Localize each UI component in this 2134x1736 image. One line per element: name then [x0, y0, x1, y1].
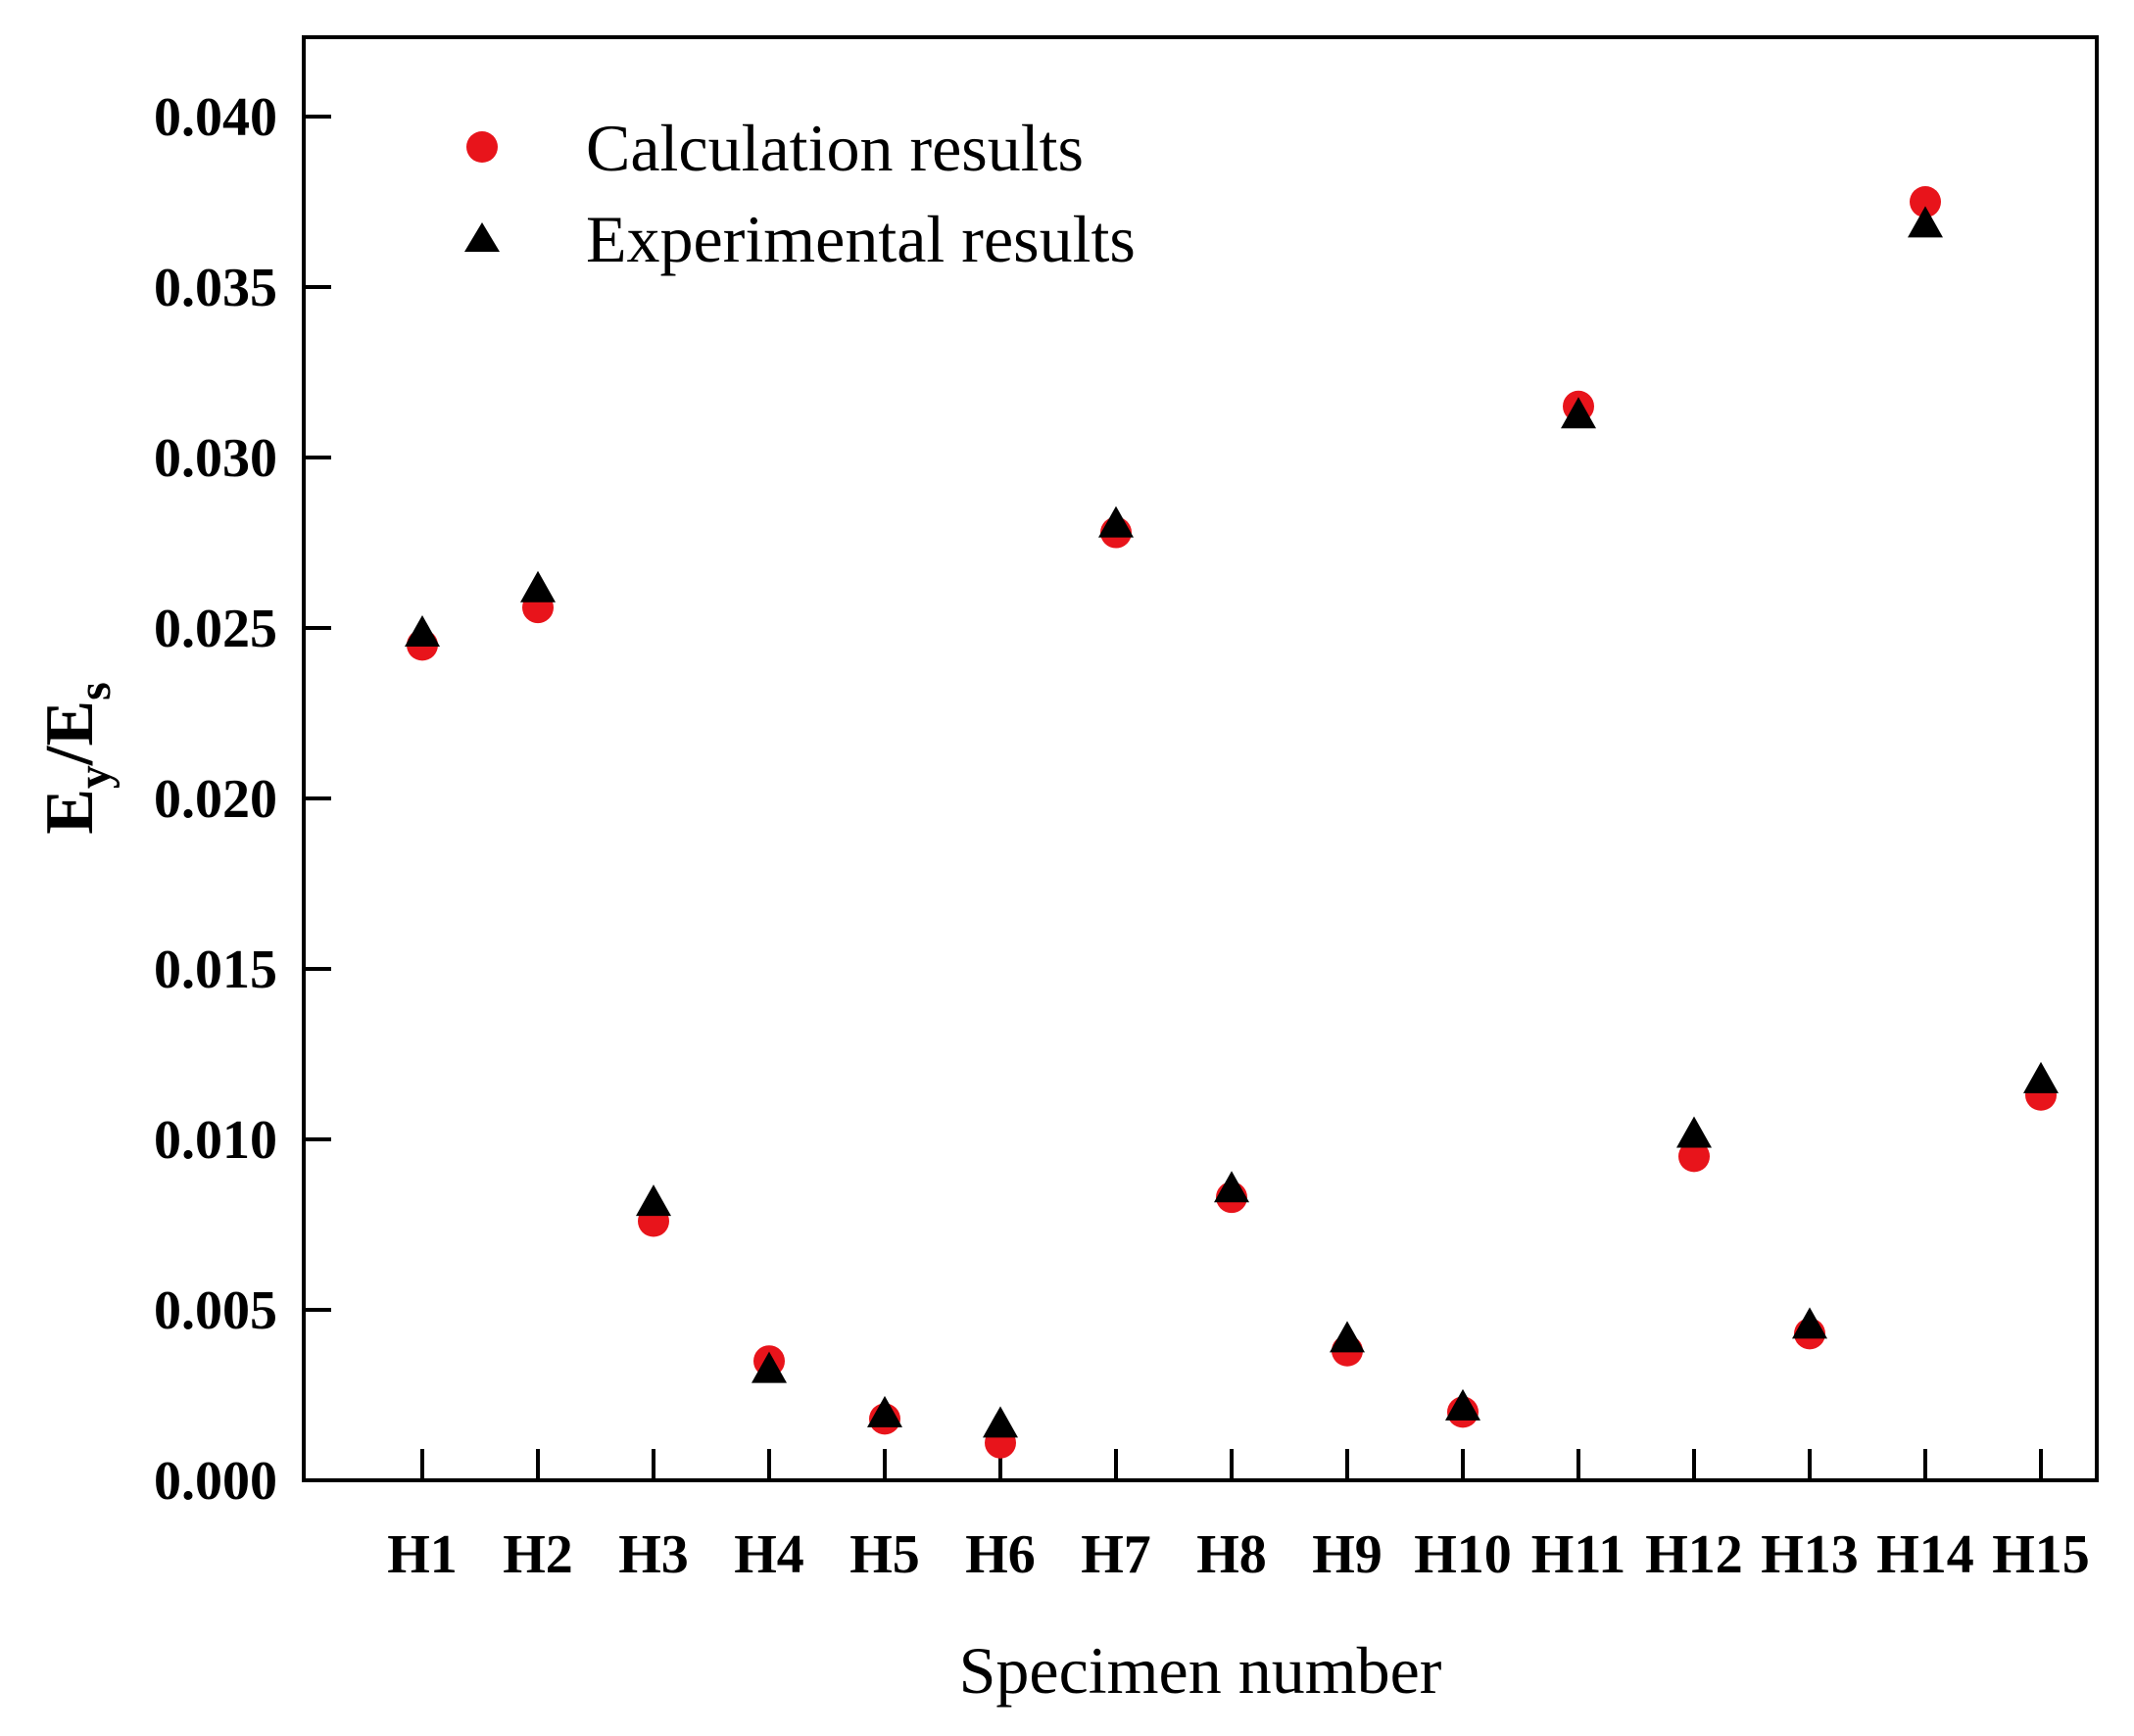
x-tick-label: H5	[849, 1524, 920, 1585]
x-tick-label: H8	[1196, 1524, 1267, 1585]
experimental-point	[1561, 397, 1596, 429]
y-axis-title: Ey/Es	[32, 682, 121, 835]
x-tick-label: H12	[1645, 1524, 1743, 1585]
y-tick-label: 0.010	[154, 1110, 277, 1171]
x-tick-label: H13	[1761, 1524, 1859, 1585]
y-axis: 0.000 0.005 0.010 0.015 0.020 0.025 0.030 0.035…	[154, 87, 331, 1512]
y-tick-label: 0.040	[154, 87, 277, 148]
x-tick-label: H11	[1531, 1524, 1625, 1585]
experimental-point	[2023, 1061, 2059, 1093]
x-tick-label: H2	[503, 1524, 573, 1585]
experimental-point	[1330, 1321, 1365, 1353]
experimental-point	[405, 614, 440, 647]
x-tick-label: H14	[1876, 1524, 1974, 1585]
experimental-point	[520, 570, 556, 603]
legend: Calculation results Experimental results	[464, 111, 1136, 276]
experimental-point	[1676, 1116, 1712, 1148]
y-axis-title-sub-y: y	[69, 765, 121, 789]
y-axis-title-e: E	[32, 789, 108, 835]
experimental-point	[1908, 206, 1943, 238]
x-tick-label: H10	[1414, 1524, 1512, 1585]
experimental-point	[1792, 1307, 1827, 1339]
y-tick-label: 0.000	[154, 1451, 277, 1512]
y-axis-title-sub-s: s	[69, 682, 121, 700]
plot-frame	[302, 35, 2099, 1482]
experimental-point	[1445, 1388, 1480, 1421]
legend-label-experimental: Experimental results	[586, 202, 1136, 276]
x-axis: H1 H2 H3 H4 H5 H6 H7 H8 H9 H10 H11 H12 H13 H14 H15	[387, 1449, 2090, 1585]
x-tick-label: H6	[965, 1524, 1036, 1585]
calculation-point	[1678, 1140, 1710, 1173]
x-tick-label: H9	[1312, 1524, 1382, 1585]
x-tick-label: H3	[618, 1524, 689, 1585]
x-tick-label: H4	[734, 1524, 804, 1585]
data-marks	[405, 186, 2059, 1459]
x-tick-label: H7	[1081, 1524, 1151, 1585]
experimental-point	[636, 1184, 671, 1217]
legend-label-calculation: Calculation results	[586, 111, 1084, 185]
y-tick-label: 0.035	[154, 258, 277, 318]
y-tick-label: 0.015	[154, 940, 277, 1000]
experimental-point	[1214, 1171, 1249, 1203]
experimental-point	[1098, 506, 1134, 538]
experimental-point	[752, 1351, 787, 1383]
y-tick-label: 0.005	[154, 1280, 277, 1341]
x-axis-title: Specimen number	[959, 1633, 1442, 1708]
y-axis-title-slash: /E	[32, 700, 108, 766]
y-tick-label: 0.020	[154, 769, 277, 830]
svg-text:Ey/Es: Ey/Es	[32, 682, 121, 835]
x-tick-label: H1	[387, 1524, 458, 1585]
y-tick-label: 0.025	[154, 599, 277, 659]
experimental-point	[867, 1395, 902, 1427]
x-tick-label: H15	[1992, 1524, 2090, 1585]
experimental-point	[983, 1406, 1018, 1438]
calculation-point	[1910, 186, 1941, 217]
legend-marker-experimental	[464, 222, 500, 252]
y-tick-label: 0.030	[154, 428, 277, 489]
legend-marker-calculation	[466, 131, 498, 163]
